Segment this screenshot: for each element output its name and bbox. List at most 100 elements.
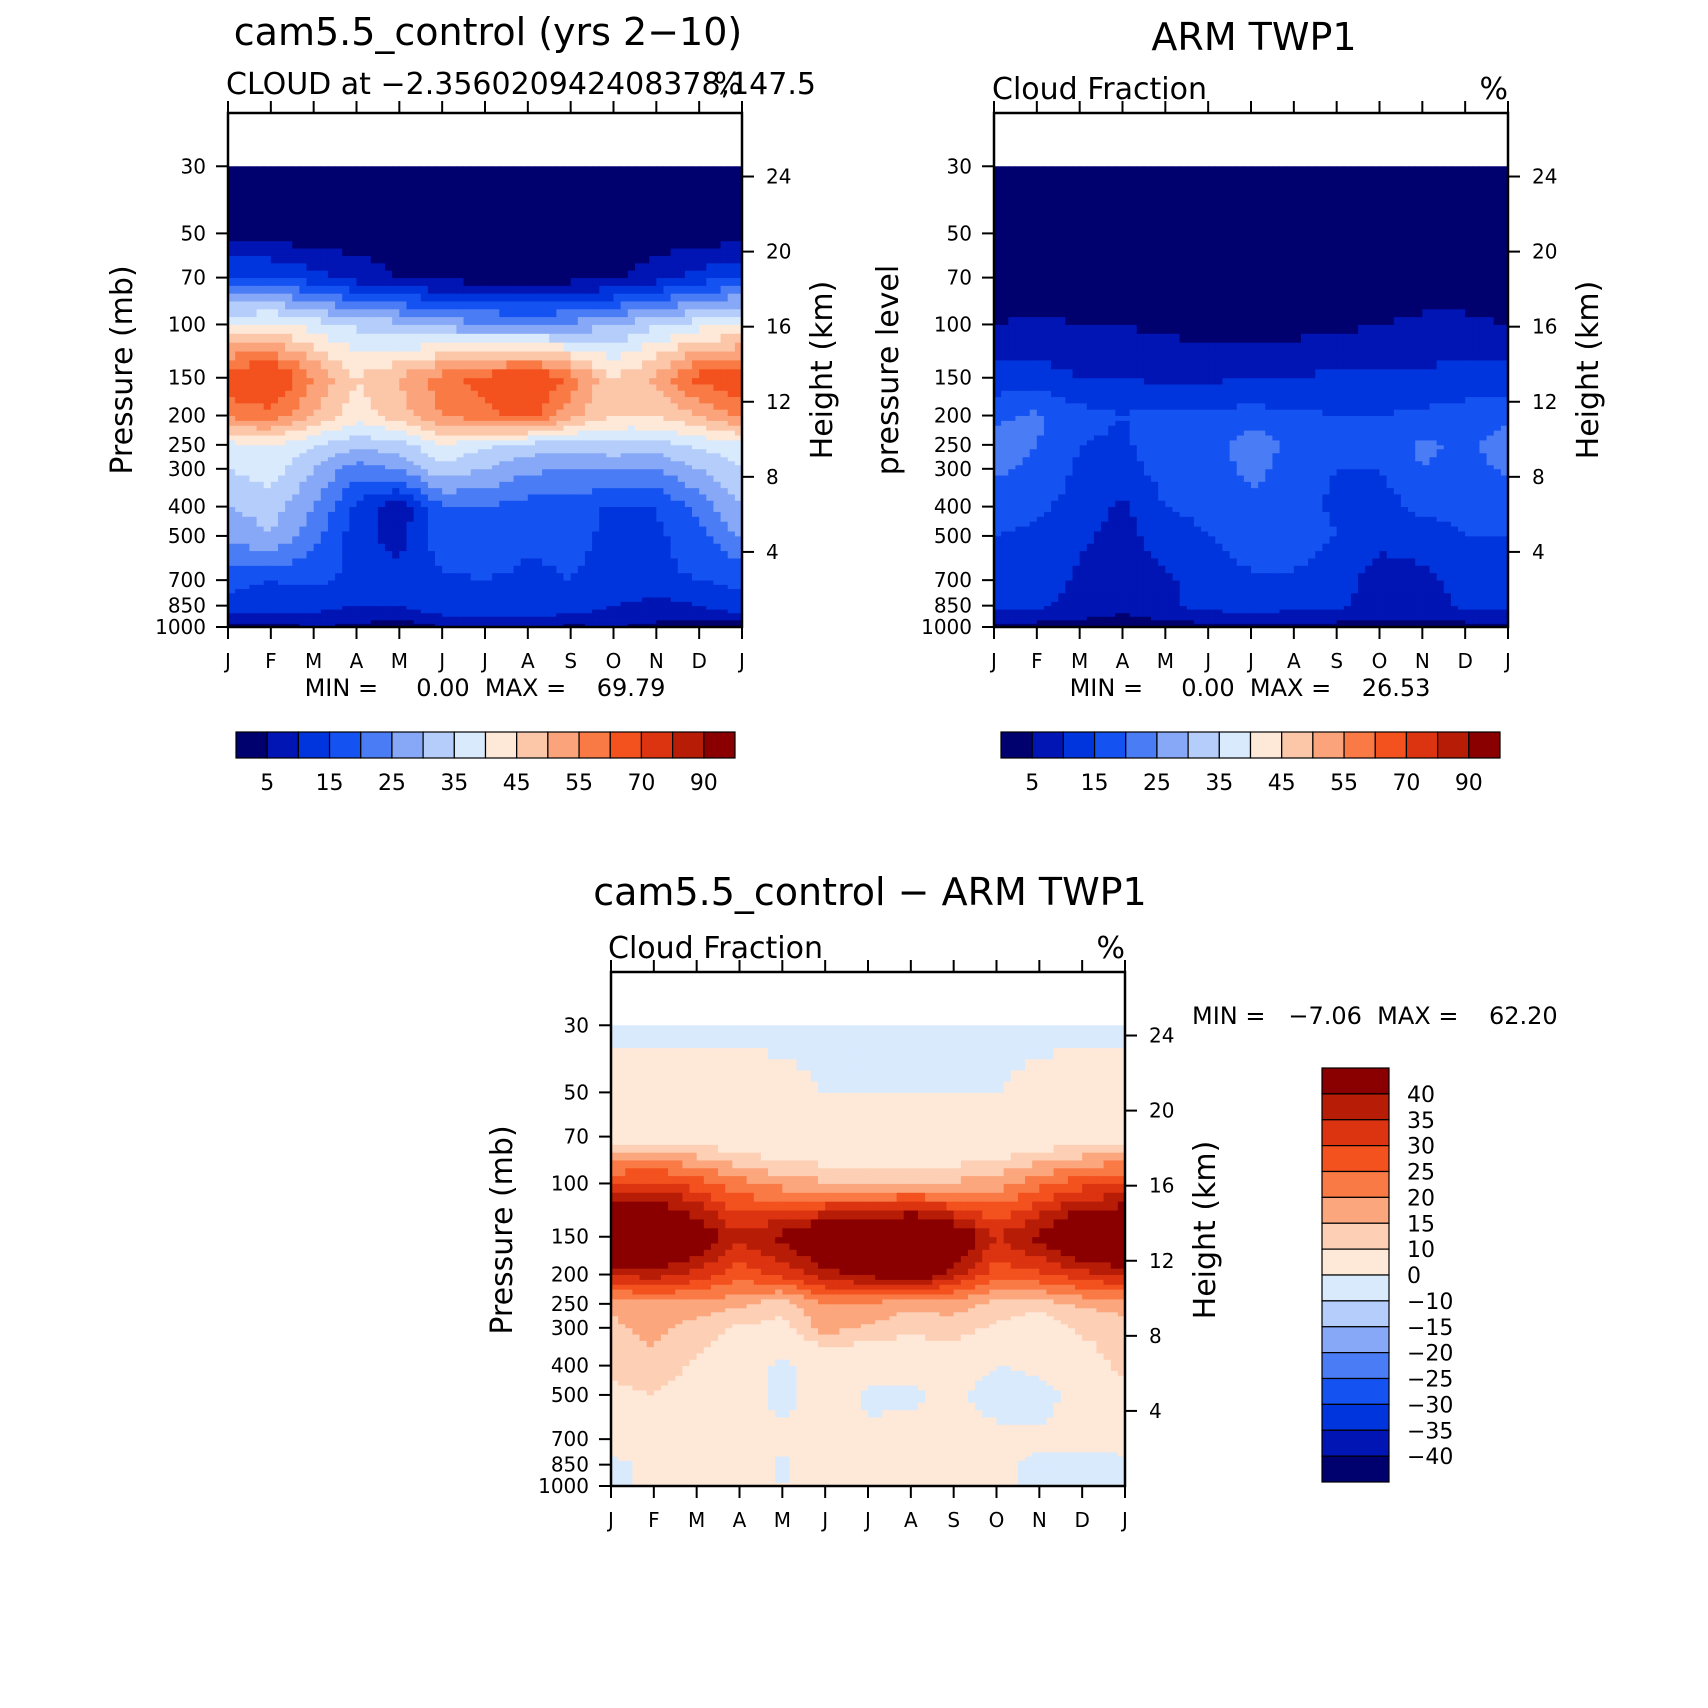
contour-cell [242,481,250,489]
contour-cell [349,270,357,279]
contour-cell [527,430,536,436]
contour-cell [313,444,322,450]
panel-model-title: cam5.5_control (yrs 2−10) [234,10,742,54]
contour-cell [699,420,707,426]
contour-cell [435,558,443,566]
contour-cell [727,605,736,610]
contour-cell [385,580,393,585]
contour-cell [534,572,543,581]
contour-cell [577,609,586,614]
contour-cell [420,444,429,450]
contour-cell [520,506,529,512]
contour-cell [492,535,500,544]
contour-cell [363,601,372,607]
contour-cell [385,262,393,271]
contour-cell [613,409,622,416]
contour-cell [392,572,400,581]
contour-cell [313,368,322,379]
contour-cell [370,468,379,476]
contour-cell [463,521,472,527]
contour-cell [584,435,593,441]
contour-cell [342,301,350,310]
contour-cell [420,572,429,581]
contour-cell [385,619,393,624]
contour-cell [399,535,407,544]
contour-cell [477,166,486,178]
contour-cell [720,270,729,279]
contour-cell [270,565,279,574]
contour-cell [692,396,700,404]
contour-cell [534,277,543,286]
contour-cell [370,616,379,621]
contour-cell [485,456,493,462]
contour-cell [249,384,257,391]
contour-cell [413,619,422,624]
contour-cell [313,270,322,279]
contour-cell [577,506,586,512]
contour-cell [706,580,714,585]
contour-cell [584,531,593,537]
contour-cell [392,535,400,544]
contour-cell [592,333,600,343]
contour-cell [442,494,450,501]
contour-cell [470,351,479,361]
contour-cell [285,402,293,410]
contour-cell [734,531,742,537]
contour-cell [506,464,514,470]
contour-cell [363,448,372,454]
contour-cell [485,580,493,585]
contour-cell [270,531,279,537]
contour-cell [706,572,714,581]
contour-cell [406,420,415,426]
contour-cell [335,211,343,223]
contour-cell [285,592,293,598]
contour-cell [427,415,436,421]
contour-cell [256,293,265,302]
contour-cell [663,262,672,271]
contour-cell [335,521,343,527]
contour-cell [306,612,315,617]
contour-cell [399,359,407,370]
contour-cell [634,444,643,450]
contour-cell [513,475,522,482]
contour-cell [263,308,272,318]
contour-cell [449,359,457,370]
contour-cell [285,464,293,470]
contour-cell [377,605,386,610]
contour-cell [377,377,386,385]
contour-cell [513,396,522,404]
contour-cell [499,550,507,559]
contour-cell [427,580,436,585]
contour-cell [506,588,514,594]
contour-cell [392,592,400,598]
contour-cell [734,351,742,361]
contour-cell [427,222,436,234]
contour-cell [592,435,600,441]
contour-cell [228,285,236,294]
contour-cell [584,565,593,574]
contour-cell [613,377,622,385]
contour-cell [442,565,450,574]
contour-cell [513,211,522,223]
contour-cell [427,521,436,527]
contour-cell [463,396,472,404]
contour-cell [584,487,593,495]
contour-cell [634,430,643,436]
contour-cell [727,500,736,508]
contour-cell [228,601,236,607]
contour-cell [399,605,407,610]
contour-cell [527,464,536,470]
contour-cell [599,572,607,581]
contour-cell [277,420,286,426]
contour-cell [734,425,742,431]
contour-cell [270,439,279,446]
contour-cell [627,456,636,462]
contour-cell [549,248,557,256]
contour-cell [356,580,365,585]
contour-cell [449,293,457,302]
contour-cell [570,588,579,594]
contour-cell [399,572,407,581]
contour-cell [670,619,679,624]
contour-cell [477,535,486,544]
contour-cell [663,558,672,566]
